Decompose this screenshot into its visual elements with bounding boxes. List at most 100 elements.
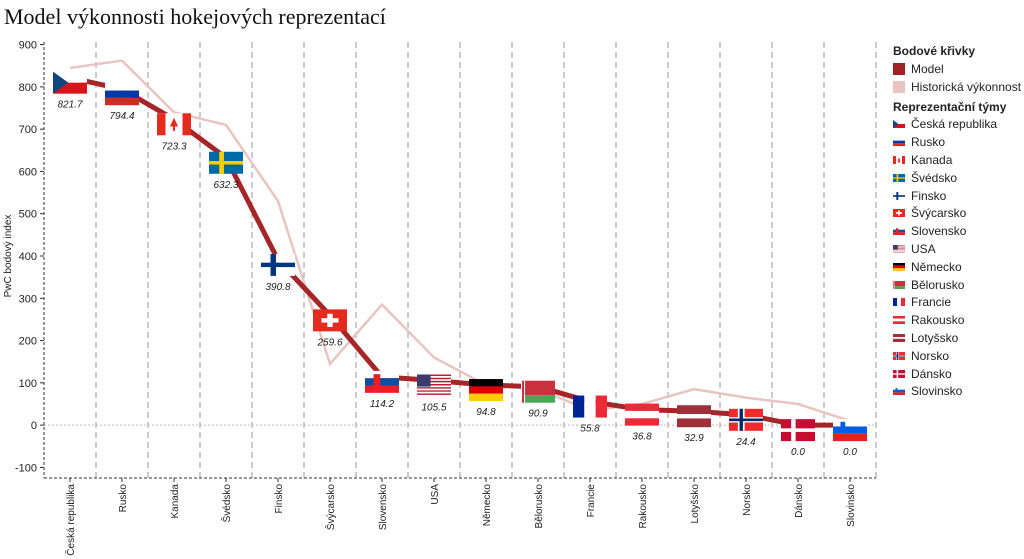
ch-legend-flag-icon xyxy=(893,209,905,218)
si-legend-flag-icon xyxy=(893,387,905,396)
fi-legend-flag-icon xyxy=(893,191,905,200)
flag-part xyxy=(893,338,905,343)
de-legend-flag-icon xyxy=(893,262,905,271)
flag-part xyxy=(897,298,901,307)
flag-part xyxy=(896,228,899,234)
flag-part xyxy=(893,120,899,129)
legend-item-team[interactable]: Dánsko xyxy=(893,365,1023,383)
y-axis-label: PwC bodový index xyxy=(3,215,14,298)
flag-part xyxy=(105,97,139,106)
dk-flag-icon xyxy=(893,369,905,378)
x-tick-label: Kanada xyxy=(170,484,181,519)
legend-item-team[interactable]: Slovensko xyxy=(893,222,1023,240)
x-tick-label: USA xyxy=(430,484,441,505)
no-flag-icon xyxy=(729,408,763,431)
flag-part xyxy=(893,280,905,286)
flag-part xyxy=(893,245,898,250)
flag-part xyxy=(897,157,901,161)
legend-item-label: Lotyšsko xyxy=(911,331,959,346)
flag-part xyxy=(417,390,451,392)
flag-part xyxy=(893,227,905,230)
flag-part xyxy=(893,143,905,147)
legend-item-team[interactable]: Česká republika xyxy=(893,116,1023,134)
flag-part xyxy=(781,428,815,432)
legend-item-label: Rakousko xyxy=(911,313,965,328)
legend-item-label: Bělorusko xyxy=(911,277,965,292)
flag-part xyxy=(469,379,503,387)
flag-part xyxy=(417,393,451,395)
data-label: 0.0 xyxy=(791,447,805,458)
ca-flag-icon xyxy=(893,156,905,165)
si-flag-icon xyxy=(893,387,905,396)
flag-part xyxy=(417,376,451,378)
flag-part xyxy=(417,379,451,381)
at-legend-flag-icon xyxy=(893,316,905,325)
data-label: 55.8 xyxy=(580,424,600,435)
flag-part xyxy=(893,280,895,289)
data-label: 0.0 xyxy=(843,447,857,458)
legend-item-label: Finsko xyxy=(911,188,947,203)
legend-item-label: Švýcarsko xyxy=(911,206,967,221)
legend-item-team[interactable]: Norsko xyxy=(893,347,1023,365)
legend-item-team[interactable]: Švýcarsko xyxy=(893,205,1023,223)
ca-flag-icon xyxy=(157,113,191,136)
data-label: 90.9 xyxy=(528,409,548,420)
flag-part xyxy=(893,268,905,271)
fr-flag-icon xyxy=(893,298,905,307)
y-tick-label: 100 xyxy=(19,378,37,390)
flag-part xyxy=(893,337,905,339)
data-label: 390.8 xyxy=(265,282,290,293)
flag-part xyxy=(893,247,905,249)
flag-part xyxy=(893,251,905,253)
legend-item-team[interactable]: Bělorusko xyxy=(893,276,1023,294)
by-flag-icon xyxy=(521,380,555,403)
flag-part xyxy=(893,245,905,247)
y-tick-label: 400 xyxy=(19,251,37,263)
legend-item-team[interactable]: Francie xyxy=(893,294,1023,312)
legend-item-model[interactable]: Model xyxy=(893,60,1023,78)
data-label: 32.9 xyxy=(684,433,704,444)
fi-flag-icon xyxy=(261,253,295,276)
flag-part xyxy=(902,156,905,165)
model-swatch-icon xyxy=(893,62,905,75)
flag-part xyxy=(833,419,867,427)
legend-item-team[interactable]: Finsko xyxy=(893,187,1023,205)
de-flag-icon xyxy=(469,379,503,402)
legend-item-team[interactable]: Rusko xyxy=(893,133,1023,151)
cz-flag-icon xyxy=(893,120,905,129)
legend-item-historical[interactable]: Historická výkonnost xyxy=(893,78,1023,96)
legend-item-team[interactable]: USA xyxy=(893,240,1023,258)
legend-item-team[interactable]: Rakousko xyxy=(893,311,1023,329)
flag-part xyxy=(893,252,905,254)
at-flag-icon xyxy=(625,403,659,426)
flag-part xyxy=(469,393,503,402)
flag-part xyxy=(521,380,555,396)
x-tick-label: Bělorusko xyxy=(534,484,545,529)
data-label: 821.7 xyxy=(57,100,82,111)
y-tick-label: 300 xyxy=(19,293,37,305)
dk-flag-icon xyxy=(781,419,815,442)
sk-flag-icon xyxy=(365,370,399,393)
se-flag-icon xyxy=(893,173,905,182)
x-tick-label: Francie xyxy=(586,484,597,518)
flag-part xyxy=(893,249,905,251)
legend: Bodové křivky Model Historická výkonnost… xyxy=(893,44,1023,400)
legend-item-team[interactable]: Švédsko xyxy=(893,169,1023,187)
data-label: 794.4 xyxy=(109,111,134,122)
flag-part xyxy=(893,390,905,393)
x-tick-label: Norsko xyxy=(742,484,753,516)
by-flag-icon xyxy=(893,280,905,289)
legend-item-team[interactable]: Německo xyxy=(893,258,1023,276)
legend-item-team[interactable]: Slovinsko xyxy=(893,383,1023,401)
flag-part xyxy=(893,387,905,391)
cz-flag-icon xyxy=(53,71,87,94)
flag-part xyxy=(893,156,896,165)
y-tick-label: 0 xyxy=(31,420,37,432)
flag-part xyxy=(893,246,905,248)
x-tick-label: Rakousko xyxy=(638,484,649,529)
legend-item-team[interactable]: Lotyšsko xyxy=(893,329,1023,347)
flag-part xyxy=(893,177,905,179)
legend-item-team[interactable]: Kanada xyxy=(893,151,1023,169)
ca-legend-flag-icon xyxy=(893,156,905,165)
flag-part xyxy=(893,251,905,252)
